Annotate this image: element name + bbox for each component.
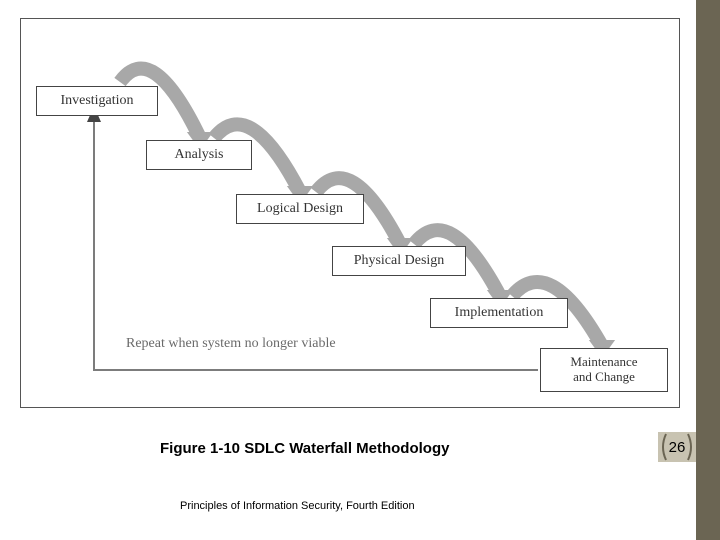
repeat-label-text: Repeat when system no longer viable: [126, 336, 336, 351]
stage-boxes-layer: Investigation Analysis Logical Design Physi…: [0, 0, 720, 540]
stage-box-implementation: Implementation: [430, 298, 568, 328]
slide-root: Investigation Analysis Logical Design Physi…: [0, 0, 720, 540]
page-number-value: 26: [669, 439, 686, 456]
stage-box-logical: Logical Design: [236, 194, 364, 224]
stage-box-maintenance: Maintenance and Change: [540, 348, 668, 392]
repeat-label: Repeat when system no longer viable: [126, 336, 336, 352]
stage-box-analysis: Analysis: [146, 140, 252, 170]
footer-text: Principles of Information Security, Four…: [180, 500, 415, 512]
figure-caption: Figure 1-10 SDLC Waterfall Methodology: [160, 440, 449, 457]
figure-caption-text: Figure 1-10 SDLC Waterfall Methodology: [160, 440, 449, 457]
stage-box-investigation: Investigation: [36, 86, 158, 116]
stage-box-physical: Physical Design: [332, 246, 466, 276]
footer-text-content: Principles of Information Security, Four…: [180, 500, 415, 512]
page-number-badge: 26: [658, 432, 696, 462]
